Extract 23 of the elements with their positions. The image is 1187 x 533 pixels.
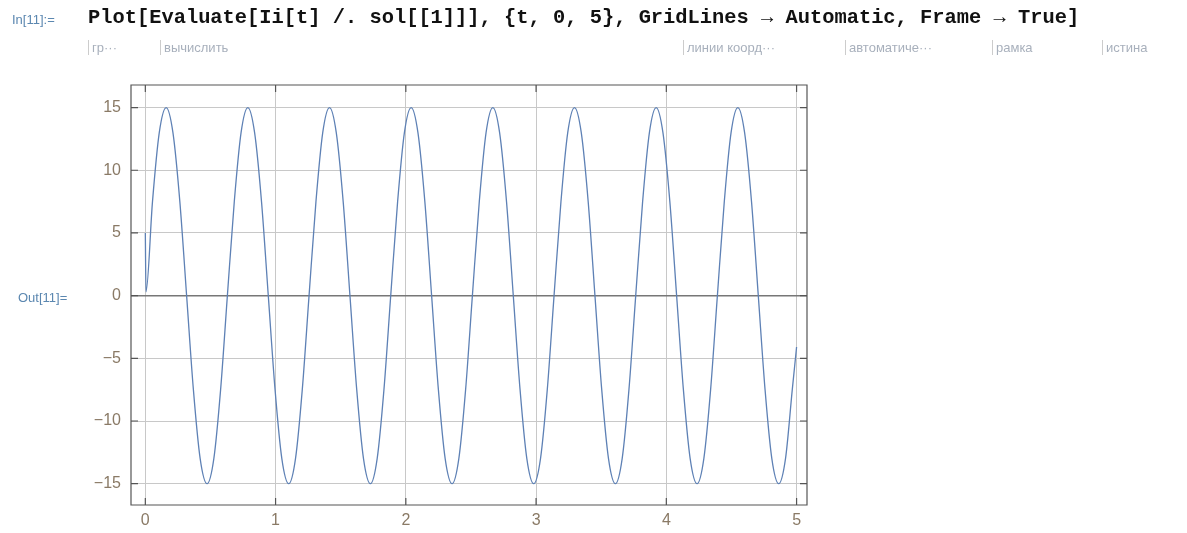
text: рамка <box>992 40 1033 55</box>
text: истина <box>1102 40 1148 55</box>
y-tick-label: −15 <box>93 474 122 492</box>
text: гр··· <box>88 40 117 55</box>
y-tick-label: −5 <box>102 348 122 366</box>
y-tick-label: 5 <box>112 223 122 241</box>
text: вычислить <box>160 40 229 55</box>
x-tick-label: 1 <box>271 511 281 529</box>
text: автоматиче··· <box>845 40 932 55</box>
y-tick-label: 15 <box>103 97 122 115</box>
line-series <box>144 106 798 485</box>
x-tick-label: 2 <box>401 511 411 529</box>
text: линии коорд··· <box>683 40 775 55</box>
text: Out[11]= <box>18 290 68 305</box>
y-tick-label: −10 <box>93 411 122 429</box>
y-tick-label: 0 <box>112 286 122 304</box>
x-tick-label: 5 <box>792 511 802 529</box>
text: Plot[Evaluate[Ii[t] /. sol[[1]]], {t, 0, 5}, GridLines → Automatic, Frame → True] <box>88 6 1080 29</box>
x-tick-label: 0 <box>140 511 150 529</box>
x-tick-label: 4 <box>661 511 671 529</box>
y-tick-label: 10 <box>103 160 122 178</box>
x-tick-label: 3 <box>531 511 541 529</box>
text: In[11]:= <box>12 12 55 27</box>
